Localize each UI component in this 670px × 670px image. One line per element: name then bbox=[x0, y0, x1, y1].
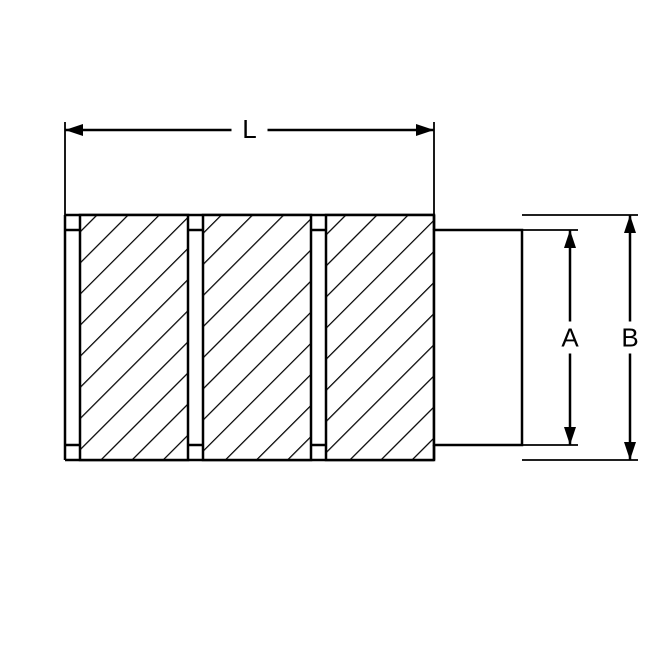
diagram-container: L A B bbox=[0, 0, 670, 670]
dim-label-b: B bbox=[621, 323, 638, 353]
dim-label-l: L bbox=[242, 114, 256, 144]
dim-label-a: A bbox=[561, 323, 579, 353]
technical-drawing: L A B bbox=[0, 0, 670, 670]
